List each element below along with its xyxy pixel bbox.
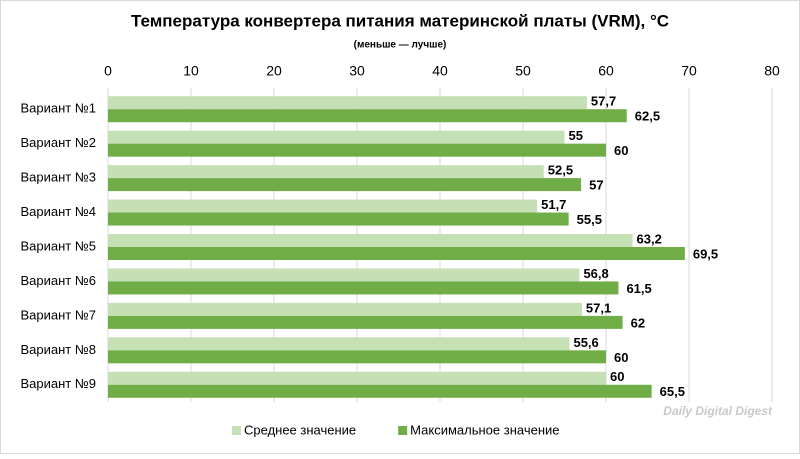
x-tick-label: 70 bbox=[681, 63, 697, 79]
bar bbox=[108, 281, 619, 295]
bar bbox=[108, 212, 569, 226]
bar bbox=[108, 130, 565, 144]
x-tick-label: 80 bbox=[764, 63, 780, 79]
bar bbox=[108, 371, 606, 385]
y-tick-label: Вариант №2 bbox=[20, 135, 96, 150]
value-label: 60 bbox=[614, 350, 628, 365]
x-tick-label: 10 bbox=[183, 63, 199, 79]
value-label: 62 bbox=[631, 315, 645, 330]
value-label: 55,6 bbox=[573, 335, 598, 350]
value-label: 62,5 bbox=[635, 109, 660, 124]
bar bbox=[108, 234, 633, 247]
y-tick-label: Вариант №8 bbox=[20, 342, 96, 357]
value-label: 56,8 bbox=[583, 266, 608, 281]
value-label: 61,5 bbox=[626, 281, 651, 296]
bar bbox=[108, 178, 582, 192]
x-tick-label: 50 bbox=[515, 63, 531, 79]
bar bbox=[108, 247, 685, 260]
bar bbox=[108, 165, 544, 179]
value-label: 65,5 bbox=[660, 384, 685, 399]
chart-title: Температура конвертера питания материнск… bbox=[131, 11, 669, 30]
legend-label: Максимальное значение bbox=[410, 422, 559, 437]
bar bbox=[108, 337, 570, 351]
bar bbox=[108, 315, 623, 329]
bar bbox=[108, 199, 538, 213]
bar bbox=[108, 143, 606, 157]
x-tick-label: 60 bbox=[598, 63, 614, 79]
bar bbox=[108, 384, 652, 398]
y-tick-label: Вариант №6 bbox=[20, 273, 96, 288]
y-tick-label: Вариант №7 bbox=[20, 307, 96, 322]
x-tick-label: 20 bbox=[266, 63, 282, 79]
value-label: 52,5 bbox=[548, 163, 573, 178]
value-label: 69,5 bbox=[693, 246, 718, 261]
y-tick-label: Вариант №5 bbox=[20, 238, 96, 253]
value-label: 60 bbox=[614, 143, 628, 158]
value-label: 60 bbox=[610, 369, 624, 384]
x-tick-label: 0 bbox=[104, 63, 112, 79]
value-label: 63,2 bbox=[637, 231, 662, 246]
value-label: 57,1 bbox=[586, 300, 611, 315]
value-label: 57,7 bbox=[591, 94, 616, 109]
watermark: Daily Digital Digest bbox=[663, 404, 773, 418]
bar bbox=[108, 302, 582, 316]
value-label: 57 bbox=[589, 178, 603, 193]
x-tick-label: 40 bbox=[432, 63, 448, 79]
legend-label: Среднее значение bbox=[244, 422, 356, 437]
value-label: 55,5 bbox=[577, 212, 602, 227]
bar bbox=[108, 96, 587, 110]
x-tick-label: 30 bbox=[349, 63, 365, 79]
y-tick-label: Вариант №3 bbox=[20, 170, 96, 185]
y-tick-label: Вариант №1 bbox=[20, 101, 96, 116]
value-label: 51,7 bbox=[541, 197, 566, 212]
bar bbox=[108, 268, 580, 282]
value-label: 55 bbox=[569, 128, 583, 143]
y-tick-label: Вариант №9 bbox=[20, 376, 96, 391]
chart-subtitle: (меньше — лучше) bbox=[354, 40, 447, 51]
legend-swatch bbox=[232, 426, 241, 435]
y-tick-label: Вариант №4 bbox=[20, 204, 96, 219]
bar bbox=[108, 350, 606, 364]
bar bbox=[108, 109, 627, 123]
legend-swatch bbox=[398, 426, 408, 435]
